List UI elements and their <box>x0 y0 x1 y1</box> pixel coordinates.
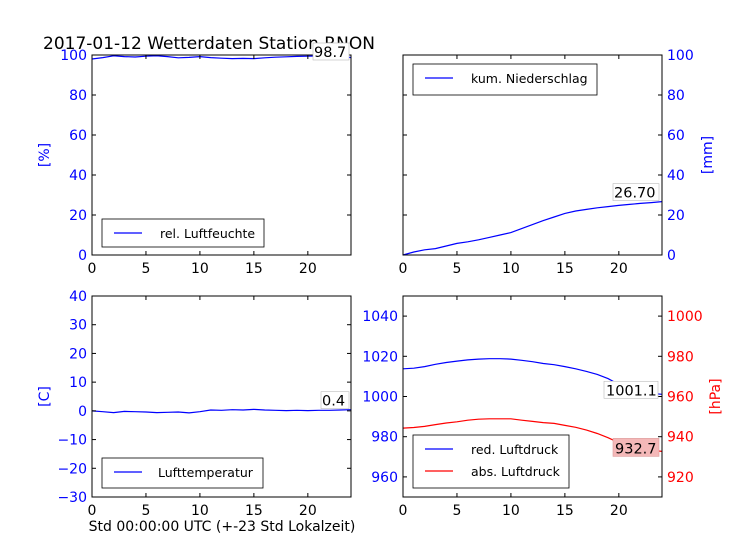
humidity-x-tick-label: 5 <box>141 261 150 277</box>
temperature-annotation: 0.4 <box>322 394 345 410</box>
precipitation-y-tick-label-right: 20 <box>667 208 685 224</box>
precipitation-x-tick-label: 10 <box>502 261 520 277</box>
precipitation-y-tick-label-right: 80 <box>667 88 685 104</box>
precipitation-series-line-0 <box>402 201 663 256</box>
pressure-annotation-blue: 1001.1 <box>606 383 657 399</box>
figure-title: 2017-01-12 Wetterdaten Station RNON <box>43 34 375 54</box>
pressure-y-tick-label: 960 <box>371 470 398 486</box>
pressure-x-tick-label: 0 <box>399 503 408 519</box>
pressure-annotation-red: 932.7 <box>615 441 657 457</box>
pressure-annotation-box-blue <box>603 380 659 399</box>
pressure-legend-entry-1: abs. Luftdruck <box>471 464 561 479</box>
precipitation-legend-box <box>412 63 598 96</box>
temperature-annotation-box <box>320 391 350 410</box>
pressure-y-tick-label: 1040 <box>362 309 398 325</box>
temperature-x-tick-label: 20 <box>299 503 317 519</box>
temperature-series-line-0 <box>91 408 352 414</box>
pressure-y-tick-label-right: 920 <box>667 470 694 486</box>
pressure-legend-entry-0: red. Luftdruck <box>471 442 559 457</box>
temperature-x-tick-label: 10 <box>191 503 209 519</box>
humidity-y-tick-label: 60 <box>69 128 87 144</box>
humidity-x-tick-label: 0 <box>88 261 97 277</box>
humidity-legend-entry-0: rel. Luftfeuchte <box>160 226 255 241</box>
precipitation-y-tick-label-right: 100 <box>667 48 694 64</box>
pressure-x-tick-label: 10 <box>502 503 520 519</box>
pressure-x-tick-label: 5 <box>452 503 461 519</box>
humidity-y-tick-label: 20 <box>69 208 87 224</box>
temperature-y-tick-label: 0 <box>78 404 87 420</box>
humidity-y-tick-label: 80 <box>69 88 87 104</box>
temperature-y-tick-label: 20 <box>69 346 87 362</box>
pressure-x-tick-label: 15 <box>556 503 574 519</box>
temperature-y-tick-label: −30 <box>57 490 87 506</box>
pressure-y-tick-label: 1000 <box>362 390 398 406</box>
x-axis-label: Std 00:00:00 UTC (+-23 Std Lokalzeit) <box>89 519 356 535</box>
precipitation-y-tick-label-right: 60 <box>667 128 685 144</box>
humidity-y-tick-label: 0 <box>78 248 87 264</box>
pressure-legend-box <box>412 434 570 489</box>
precipitation-y-tick-label-right: 40 <box>667 168 685 184</box>
precipitation-x-tick-label: 5 <box>452 261 461 277</box>
pressure-annotation-box-red <box>612 438 660 457</box>
humidity-plot-frame <box>91 54 352 256</box>
humidity-y-axis-label: [%] <box>37 143 53 167</box>
humidity-annotation-box <box>312 42 350 61</box>
temperature-y-tick-label: 10 <box>69 375 87 391</box>
precipitation-x-tick-label: 0 <box>399 261 408 277</box>
temperature-legend-entry-0: Lufttemperatur <box>158 465 254 480</box>
precipitation-y-axis-label: [mm] <box>700 136 716 174</box>
pressure-y-tick-label-right: 1000 <box>667 309 703 325</box>
humidity-annotation: 98.7 <box>314 45 346 61</box>
pressure-x-tick-label: 20 <box>610 503 628 519</box>
pressure-y-tick-label-right: 940 <box>667 430 694 446</box>
temperature-y-axis-label: [C] <box>37 386 53 407</box>
pressure-y-tick-label: 980 <box>371 430 398 446</box>
precipitation-plot-frame <box>402 54 663 256</box>
precipitation-x-tick-label: 20 <box>610 261 628 277</box>
temperature-y-tick-label: −10 <box>57 433 87 449</box>
temperature-y-tick-label: −20 <box>57 461 87 477</box>
precipitation-x-tick-label: 15 <box>556 261 574 277</box>
precipitation-annotation-box <box>612 183 660 201</box>
temperature-x-tick-label: 0 <box>88 503 97 519</box>
temperature-x-tick-label: 5 <box>141 503 150 519</box>
humidity-x-tick-label: 20 <box>299 261 317 277</box>
humidity-y-tick-label: 100 <box>60 48 87 64</box>
precipitation-annotation: 26.70 <box>614 186 656 202</box>
temperature-x-tick-label: 15 <box>245 503 263 519</box>
humidity-x-tick-label: 10 <box>191 261 209 277</box>
pressure-y-tick-label-right: 980 <box>667 349 694 365</box>
temperature-plot-frame <box>91 295 352 498</box>
temperature-legend-box <box>101 457 264 489</box>
precipitation-y-tick-label-right: 0 <box>667 248 676 264</box>
precipitation-legend-entry-0: kum. Niederschlag <box>471 71 588 86</box>
pressure-y-axis-label-right: [hPa] <box>708 378 724 414</box>
temperature-y-tick-label: 40 <box>69 289 87 305</box>
pressure-y-tick-label: 1020 <box>362 349 398 365</box>
humidity-x-tick-label: 15 <box>245 261 263 277</box>
humidity-y-tick-label: 40 <box>69 168 87 184</box>
pressure-y-tick-label-right: 960 <box>667 390 694 406</box>
humidity-series-line-0 <box>91 55 352 60</box>
temperature-y-tick-label: 30 <box>69 318 87 334</box>
